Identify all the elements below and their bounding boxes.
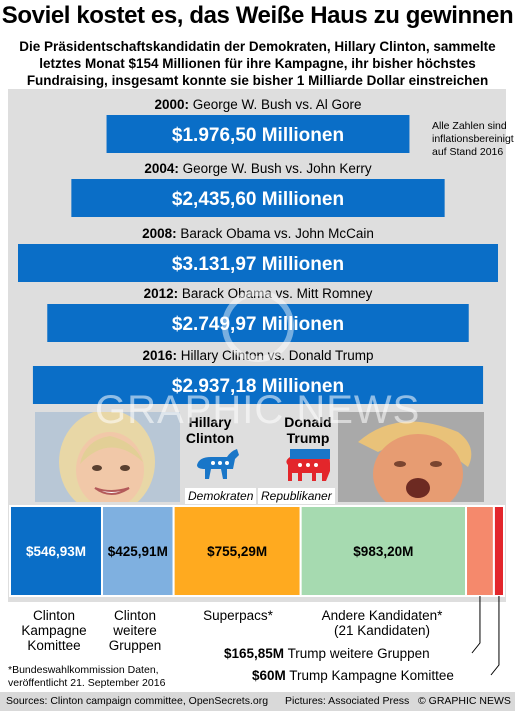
segment-value-label: $425,91M xyxy=(108,544,168,559)
annotation-trump-committee: $60M Trump Kampagne Komittee xyxy=(252,668,454,683)
caption-clinton-committee: Clinton Kampagne Komittee xyxy=(14,608,94,653)
bar xyxy=(32,366,484,404)
bar-category-label: 2016: Hillary Clinton vs. Donald Trump xyxy=(142,348,373,363)
bar-value-label: $1.976,50 Millionen xyxy=(172,125,344,146)
subtitle-line: letztes Monat $154 Millionen für ihre Ka… xyxy=(39,56,476,71)
republican-elephant-icon xyxy=(286,449,330,481)
caption-others: Andere Kandidaten* (21 Kandidaten) xyxy=(312,608,452,638)
category-year: 2008: xyxy=(142,226,180,241)
clinton-name-text: Hillary Clinton xyxy=(185,414,235,446)
caption-line: Kampagne xyxy=(21,623,87,638)
stacked-segment xyxy=(465,505,495,597)
bar xyxy=(71,179,445,217)
bar-category-label: 2008: Barack Obama vs. John McCain xyxy=(142,226,374,241)
category-year: 2004: xyxy=(144,161,182,176)
category-race: Hillary Clinton vs. Donald Trump xyxy=(181,348,374,363)
stacked-segment xyxy=(492,505,506,597)
subtitle-line: Die Präsidentschaftskandidatin der Demok… xyxy=(19,39,496,54)
annotation-text: Trump Kampagne Komittee xyxy=(289,668,454,683)
clinton-photo xyxy=(35,412,180,502)
bar-value-label: $2.749,97 Millionen xyxy=(172,314,344,335)
footer: Sources: Clinton campaign committee, Ope… xyxy=(0,692,515,711)
trump-name: Donald Trump xyxy=(278,414,338,446)
caption-line: Clinton xyxy=(113,608,157,623)
caption-superpacs: Superpacs* xyxy=(203,608,273,623)
category-race: George W. Bush vs. John Kerry xyxy=(183,161,372,176)
trump-name-text: Donald Trump xyxy=(284,414,332,446)
annotation-trump-other: $165,85M Trump weitere Gruppen xyxy=(224,646,430,661)
subtitle-line: Fundraising, insgesamt konnte sie bisher… xyxy=(26,73,489,88)
footer-pictures: Pictures: Associated Press xyxy=(285,695,410,707)
annotation-leader-line xyxy=(490,596,500,676)
bar-value-label: $3.131,97 Millionen xyxy=(172,254,344,275)
caption-line: Andere Kandidaten* xyxy=(321,608,443,623)
bar xyxy=(106,115,410,153)
trump-photo xyxy=(338,412,484,502)
bar-value-label: $2,435,60 Millionen xyxy=(172,189,344,210)
caption-clinton-other: Clinton weitere Gruppen xyxy=(100,608,170,653)
footer-sources: Sources: Clinton campaign committee, Ope… xyxy=(6,695,269,707)
segment-value-label: $546,93M xyxy=(26,544,86,559)
subtitle: Die Präsidentschaftskandidatin der Demok… xyxy=(0,38,515,89)
bar-category-label: 2012: Barack Obama vs. Mitt Romney xyxy=(144,286,373,301)
footnote: *Bundeswahlkommission Daten, veröffentli… xyxy=(8,664,165,690)
segment-value-label: $983,20M xyxy=(353,544,413,559)
caption-line: Clinton xyxy=(32,608,76,623)
annotation-text: Trump weitere Gruppen xyxy=(287,646,430,661)
clinton-name: Hillary Clinton xyxy=(180,414,240,446)
bar-category-label: 2004: George W. Bush vs. John Kerry xyxy=(144,161,372,176)
democrat-donkey-icon xyxy=(197,449,239,479)
category-year: 2016: xyxy=(142,348,180,363)
republican-label: Republikaner xyxy=(258,488,335,504)
caption-line: weitere xyxy=(113,623,157,638)
caption-line: Gruppen xyxy=(108,638,162,653)
stacked-segment xyxy=(100,505,175,597)
bar-category-label: 2000: George W. Bush vs. Al Gore xyxy=(154,97,361,112)
inflation-note: Alle Zahlen sind inflationsbereinigt auf… xyxy=(432,120,514,158)
annotation-value: $165,85M xyxy=(224,646,285,661)
caption-line: (21 Kandidaten) xyxy=(333,623,431,638)
footnote-line: *Bundeswahlkommission Daten, xyxy=(8,664,159,676)
bar-value-label: $2.937,18 Millionen xyxy=(172,376,344,397)
stacked-segment xyxy=(299,505,468,597)
clinton-portrait-icon xyxy=(35,412,180,502)
caption-line: Komittee xyxy=(27,638,81,653)
category-race: Barack Obama vs. John McCain xyxy=(180,226,374,241)
category-race: Barack Obama vs. Mitt Romney xyxy=(182,286,373,301)
trump-portrait-icon xyxy=(338,412,484,502)
footer-copyright: © GRAPHIC NEWS xyxy=(418,695,511,707)
category-year: 2012: xyxy=(144,286,182,301)
page-title: Soviel kostet es, das Weiße Haus zu gewi… xyxy=(1,2,514,29)
annotation-leader-line xyxy=(471,596,481,654)
stacked-segment xyxy=(9,505,103,597)
democrat-label: Demokraten xyxy=(185,488,257,504)
bar xyxy=(47,304,469,342)
bar xyxy=(18,244,498,282)
stacked-segment xyxy=(172,505,302,597)
footnote-line: veröffentlicht 21. September 2016 xyxy=(8,677,166,689)
segment-value-label: $755,29M xyxy=(207,544,267,559)
category-race: George W. Bush vs. Al Gore xyxy=(193,97,362,112)
category-year: 2000: xyxy=(154,97,192,112)
annotation-value: $60M xyxy=(252,668,286,683)
